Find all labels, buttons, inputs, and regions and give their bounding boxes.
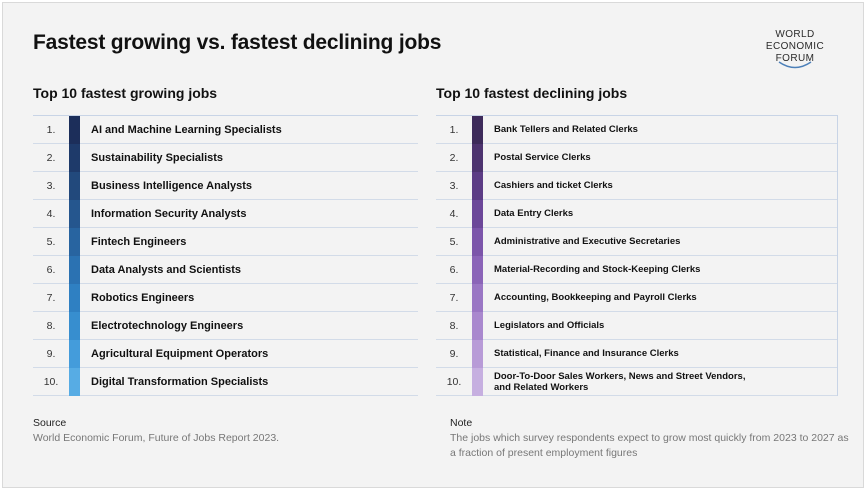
rank-color-bar <box>69 227 80 256</box>
declining-jobs-list: 1. Bank Tellers and Related Clerks 2. Posta… <box>436 115 838 396</box>
rank-color-bar <box>69 115 80 144</box>
source-block: Source World Economic Forum, Future of J… <box>33 417 279 446</box>
job-title: Electrotechnology Engineers <box>91 319 244 332</box>
rank-color-bar <box>472 227 483 256</box>
declining-jobs-panel: Top 10 fastest declining jobs 1. Bank Tel… <box>436 83 838 396</box>
list-item: 7. Accounting, Bookkeeping and Payroll Cl… <box>436 283 837 312</box>
source-text: World Economic Forum, Future of Jobs Rep… <box>33 432 280 444</box>
job-title: Fintech Engineers <box>91 235 187 248</box>
list-item: 5. Fintech Engineers <box>33 227 418 256</box>
wef-logo: WORLD ECONOMIC FORUM <box>755 29 835 69</box>
source-heading: Source <box>33 417 67 429</box>
job-title: Information Security Analysts <box>91 207 247 220</box>
job-title: Accounting, Bookkeeping and Payroll Cler… <box>494 292 697 303</box>
job-title: Robotics Engineers <box>91 291 195 304</box>
job-title: Bank Tellers and Related Clerks <box>494 124 638 135</box>
job-title: Data Entry Clerks <box>494 208 574 219</box>
list-item: 1. Bank Tellers and Related Clerks <box>436 115 837 144</box>
rank-number: 6. <box>449 263 459 276</box>
rank-color-bar <box>472 339 483 368</box>
job-title: Digital Transformation Specialists <box>91 375 269 388</box>
job-title: Sustainability Specialists <box>91 151 224 164</box>
list-item: 6. Data Analysts and Scientists <box>33 255 418 284</box>
list-item: 4. Information Security Analysts <box>33 199 418 228</box>
rank-color-bar <box>472 199 483 228</box>
declining-jobs-title: Top 10 fastest declining jobs <box>436 85 628 101</box>
rank-color-bar <box>69 283 80 312</box>
rank-color-bar <box>472 255 483 284</box>
note-text: The jobs which survey respondents expect… <box>450 432 849 459</box>
rank-number: 1. <box>449 123 459 136</box>
rank-number: 4. <box>46 207 56 220</box>
rank-number: 8. <box>46 319 56 332</box>
rank-color-bar <box>69 367 80 396</box>
job-title: Data Analysts and Scientists <box>91 263 241 276</box>
rank-number: 9. <box>46 347 56 360</box>
rank-color-bar <box>69 171 80 200</box>
rank-color-bar <box>69 255 80 284</box>
rank-number: 7. <box>46 291 56 304</box>
rank-color-bar <box>472 367 483 396</box>
rank-number: 10. <box>446 375 462 388</box>
list-item: 5. Administrative and Executive Secretari… <box>436 227 837 256</box>
rank-color-bar <box>472 143 483 172</box>
rank-number: 8. <box>449 319 459 332</box>
job-title: Business Intelligence Analysts <box>91 179 252 192</box>
job-title: Postal Service Clerks <box>494 152 591 163</box>
list-item: 8. Electrotechnology Engineers <box>33 311 418 340</box>
list-item: 3. Business Intelligence Analysts <box>33 171 418 200</box>
rank-color-bar <box>472 171 483 200</box>
rank-color-bar <box>69 311 80 340</box>
note-block: Note The jobs which survey respondents e… <box>450 417 850 461</box>
list-item: 2. Sustainability Specialists <box>33 143 418 172</box>
rank-number: 9. <box>449 347 459 360</box>
rank-number: 3. <box>46 179 56 192</box>
rank-color-bar <box>69 339 80 368</box>
list-item: 8. Legislators and Officials <box>436 311 837 340</box>
list-item: 9. Statistical, Finance and Insurance Cle… <box>436 339 837 368</box>
rank-color-bar <box>472 311 483 340</box>
growing-jobs-list: 1. AI and Machine Learning Specialists 2. S… <box>33 115 418 396</box>
list-item: 9. Agricultural Equipment Operators <box>33 339 418 368</box>
list-item: 10. Door-To-Door Sales Workers, News and … <box>436 367 837 396</box>
logo-line-1: WORLD <box>775 29 815 40</box>
list-item: 4. Data Entry Clerks <box>436 199 837 228</box>
rank-color-bar <box>472 283 483 312</box>
growing-jobs-title: Top 10 fastest growing jobs <box>33 85 218 101</box>
job-title: AI and Machine Learning Specialists <box>91 123 282 136</box>
job-title: Agricultural Equipment Operators <box>91 347 269 360</box>
list-item: 6. Material-Recording and Stock-Keeping C… <box>436 255 837 284</box>
rank-number: 6. <box>46 263 56 276</box>
page-title: Fastest growing vs. fastest declining jo… <box>33 31 442 54</box>
rank-number: 4. <box>449 207 459 220</box>
job-title: Legislators and Officials <box>494 320 605 331</box>
rank-color-bar <box>472 115 483 144</box>
list-item: 7. Robotics Engineers <box>33 283 418 312</box>
rank-color-bar <box>69 199 80 228</box>
rank-number: 7. <box>449 291 459 304</box>
list-item: 1. AI and Machine Learning Specialists <box>33 115 418 144</box>
job-title: Door-To-Door Sales Workers, News and Str… <box>494 370 746 393</box>
list-item: 3. Cashiers and ticket Clerks <box>436 171 837 200</box>
job-title: Cashiers and ticket Clerks <box>494 180 613 191</box>
logo-line-2: ECONOMIC <box>765 41 825 52</box>
rank-number: 10. <box>43 375 59 388</box>
note-heading: Note <box>450 417 473 429</box>
growing-jobs-panel: Top 10 fastest growing jobs 1. AI and Mac… <box>33 83 418 396</box>
rank-number: 2. <box>449 151 459 164</box>
list-item: 10. Digital Transformation Specialists <box>33 367 418 396</box>
rank-number: 5. <box>449 235 459 248</box>
logo-line-3: FORUM <box>775 53 815 64</box>
job-title: Material-Recording and Stock-Keeping Cle… <box>494 264 701 275</box>
logo-arc-icon <box>778 61 812 69</box>
rank-color-bar <box>69 143 80 172</box>
job-title: Statistical, Finance and Insurance Clerk… <box>494 348 679 359</box>
rank-number: 5. <box>46 235 56 248</box>
rank-number: 3. <box>449 179 459 192</box>
list-item: 2. Postal Service Clerks <box>436 143 837 172</box>
rank-number: 2. <box>46 151 56 164</box>
rank-number: 1. <box>46 123 56 136</box>
job-title: Administrative and Executive Secretaries <box>494 236 681 247</box>
